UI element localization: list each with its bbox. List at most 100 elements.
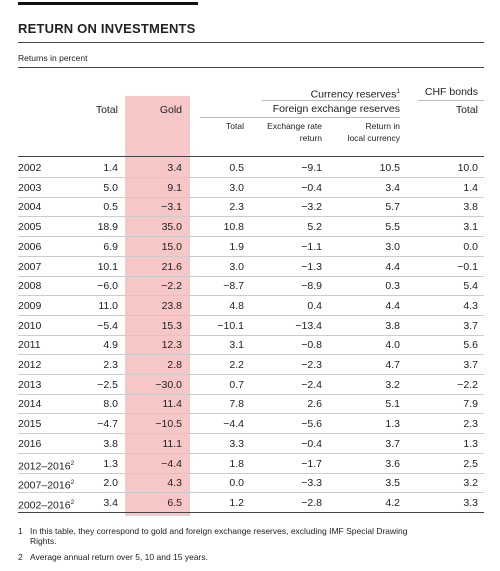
cell: 2.5 <box>463 457 478 470</box>
cell: −4.4 <box>161 457 182 470</box>
row-rule <box>18 216 484 218</box>
cell: 5.6 <box>463 339 478 352</box>
cell: 3.8 <box>463 201 478 214</box>
cell: 3.4 <box>385 181 400 194</box>
cell: 0.4 <box>307 299 322 312</box>
footnote-mark: 1 <box>18 526 23 536</box>
row-label: 2012–20162 <box>18 458 74 473</box>
cell: 1.8 <box>229 457 244 470</box>
subtitle: Returns in percent <box>18 53 88 63</box>
footnote-ref: 2 <box>70 479 75 487</box>
cell: −1.3 <box>301 260 322 273</box>
title: RETURN ON INVESTMENTS <box>18 21 196 36</box>
cell: 4.9 <box>103 339 118 352</box>
cell: 2.2 <box>229 359 244 371</box>
footnote-text: Average annual return over 5, 10 and 15 … <box>30 552 208 562</box>
cell: 35.0 <box>161 221 182 234</box>
cell: −4.7 <box>97 418 118 431</box>
column-header: Total <box>226 121 244 131</box>
row-label: 2008 <box>18 280 41 292</box>
cell: 3.1 <box>463 221 478 234</box>
row-rule <box>18 374 484 375</box>
cell: 15.3 <box>161 319 182 332</box>
column-header: Return in <box>365 121 401 131</box>
row-label-text: 2004 <box>18 201 42 214</box>
cell: 7.9 <box>463 398 478 411</box>
cell: 10.5 <box>379 162 400 174</box>
cell: −3.3 <box>301 477 322 490</box>
rule <box>262 100 400 101</box>
cell: 3.7 <box>463 319 478 332</box>
row-label: 2012 <box>18 359 41 371</box>
row-label: 2004 <box>18 201 41 213</box>
cell: 5.0 <box>103 181 118 194</box>
row-label-text: 2014 <box>18 398 42 411</box>
cell: 0.5 <box>229 162 244 174</box>
cell: 3.8 <box>385 319 400 332</box>
row-label: 2002–20162 <box>18 497 74 512</box>
rule <box>200 117 400 118</box>
cell: −10.5 <box>155 418 182 431</box>
cell: −1.1 <box>301 240 322 253</box>
cell: 5.2 <box>307 221 322 234</box>
cell: 4.3 <box>463 299 478 312</box>
cell: 8.0 <box>103 398 118 411</box>
cell: 18.9 <box>97 221 118 234</box>
cell: 11.0 <box>98 299 118 312</box>
cell: 3.4 <box>167 162 182 174</box>
cell: 11.1 <box>162 437 182 450</box>
column-header: Total <box>455 104 478 116</box>
cell: −5.4 <box>97 319 118 332</box>
group-header: Foreign exchange reserves <box>272 103 400 115</box>
gold-highlight <box>125 96 190 516</box>
cell: −10.1 <box>217 319 244 332</box>
row-rule <box>18 452 484 454</box>
row-label: 2005 <box>18 221 41 233</box>
row-label: 2007 <box>18 261 41 273</box>
row-rule <box>18 433 484 435</box>
cell: 1.3 <box>463 437 478 450</box>
cell: 0.5 <box>103 201 118 214</box>
cell: 3.2 <box>463 477 478 490</box>
row-label-text: 2010 <box>18 319 42 332</box>
cell: −0.4 <box>301 437 322 450</box>
row-label-text: 2002 <box>18 162 42 174</box>
cell: 4.4 <box>385 260 400 273</box>
cell: 3.3 <box>229 437 244 450</box>
cell: 2.6 <box>307 398 322 411</box>
cell: 15.0 <box>161 240 182 253</box>
group-header: CHF bonds <box>424 86 478 98</box>
cell: 23.8 <box>161 299 182 312</box>
cell: 4.7 <box>385 359 400 371</box>
cell: −0.4 <box>301 181 322 194</box>
cell: 4.0 <box>385 339 400 352</box>
cell: −30.0 <box>155 378 182 391</box>
cell: 10.0 <box>457 162 478 174</box>
cell: −1.7 <box>301 457 322 470</box>
column-header: local currency <box>347 133 400 143</box>
cell: 3.4 <box>103 496 118 509</box>
row-label-text: 2002–2016 <box>18 499 71 512</box>
cell: 1.4 <box>463 181 478 194</box>
cell: −13.4 <box>295 319 322 332</box>
cell: −2.4 <box>301 378 322 391</box>
row-rule <box>18 472 484 474</box>
row-label-text: 2009 <box>18 299 42 312</box>
cell: 1.2 <box>229 496 244 509</box>
row-rule <box>18 511 484 513</box>
row-label: 2015 <box>18 418 41 430</box>
cell: 12.3 <box>161 339 182 352</box>
cell: 3.2 <box>385 378 400 391</box>
cell: −6.0 <box>97 280 118 293</box>
row-label-text: 2006 <box>18 240 42 253</box>
cell: −2.8 <box>301 496 322 509</box>
cell: −0.1 <box>457 260 478 273</box>
cell: 0.3 <box>385 280 400 293</box>
cell: 2.3 <box>463 418 478 431</box>
row-label-text: 2012–2016 <box>18 460 71 472</box>
rule <box>18 67 484 68</box>
column-header: Total <box>95 104 118 116</box>
row-label: 2010 <box>18 320 41 332</box>
cell: 2.0 <box>103 477 118 490</box>
cell: 5.5 <box>385 221 400 234</box>
